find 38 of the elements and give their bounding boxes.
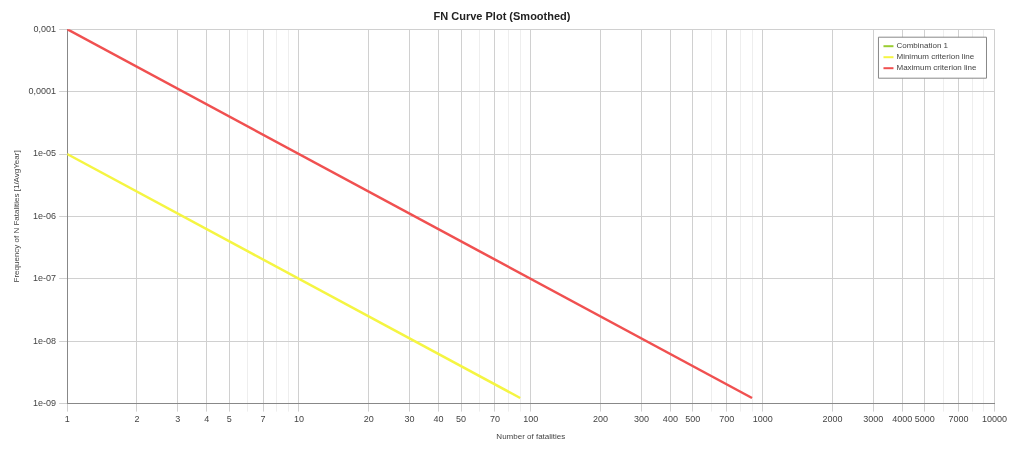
x-tick-label: 10000 <box>981 414 1007 425</box>
x-tick-label: 200 <box>593 414 609 425</box>
x-tick-label: 10 <box>293 414 304 425</box>
x-tick-label: 40 <box>433 414 444 425</box>
y-tick-label: 1e-09 <box>33 398 57 409</box>
x-tick-label: 300 <box>633 414 649 425</box>
x-tick-label: 1000 <box>752 414 773 425</box>
x-tick-label: 7000 <box>948 414 969 425</box>
x-tick-label: 1 <box>64 414 70 425</box>
x-tick-label: 70 <box>489 414 500 425</box>
x-tick-label: 20 <box>363 414 374 425</box>
y-tick-label: 1e-07 <box>33 273 57 284</box>
y-tick-label: 1e-05 <box>33 148 57 159</box>
x-tick-label: 3000 <box>863 414 884 425</box>
y-tick-label: 1e-08 <box>33 335 57 346</box>
y-tick-label: 0,001 <box>33 23 57 34</box>
x-tick-label: 5000 <box>914 414 935 425</box>
x-tick-label: 4000 <box>892 414 913 425</box>
x-tick-label: 4 <box>204 414 210 425</box>
x-tick-label: 50 <box>456 414 467 425</box>
chart-title: FN Curve Plot (Smoothed) <box>433 9 571 22</box>
legend-label: Minimum criterion line <box>896 52 975 62</box>
x-tick-label: 2000 <box>822 414 843 425</box>
x-tick-label: 30 <box>404 414 415 425</box>
legend-label: Combination 1 <box>896 41 949 51</box>
legend-label: Maximum criterion line <box>896 63 978 73</box>
x-tick-label: 700 <box>719 414 735 425</box>
y-tick-label: 0,0001 <box>28 86 57 97</box>
y-tick-label: 1e-06 <box>33 210 57 221</box>
x-tick-label: 7 <box>260 414 266 425</box>
x-tick-label: 500 <box>685 414 701 425</box>
x-tick-label: 5 <box>226 414 232 425</box>
x-tick-label: 3 <box>175 414 181 425</box>
x-tick-label: 400 <box>662 414 678 425</box>
x-tick-label: 100 <box>523 414 539 425</box>
y-axis-title: Frequency of N Fatalities [1/AvgYear] <box>12 150 21 283</box>
x-tick-label: 2 <box>134 414 140 425</box>
x-axis-title: Number of fatalities <box>496 432 566 442</box>
